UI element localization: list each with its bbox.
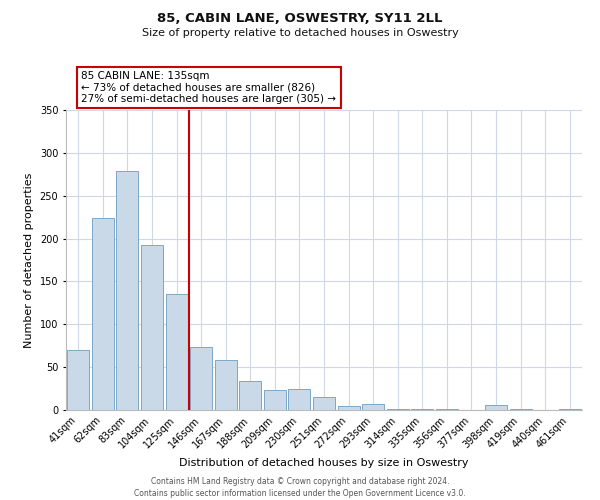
Bar xyxy=(485,405,507,410)
Bar xyxy=(362,404,384,410)
Bar xyxy=(436,409,458,410)
Bar xyxy=(116,171,139,410)
Bar xyxy=(313,397,335,410)
Bar xyxy=(338,406,359,410)
Bar xyxy=(190,348,212,410)
X-axis label: Distribution of detached houses by size in Oswestry: Distribution of detached houses by size … xyxy=(179,458,469,468)
Bar xyxy=(411,409,433,410)
Text: Size of property relative to detached houses in Oswestry: Size of property relative to detached ho… xyxy=(142,28,458,38)
Bar xyxy=(559,409,581,410)
Bar xyxy=(215,360,237,410)
Bar xyxy=(239,381,262,410)
Text: Contains public sector information licensed under the Open Government Licence v3: Contains public sector information licen… xyxy=(134,489,466,498)
Bar xyxy=(264,390,286,410)
Bar xyxy=(289,388,310,410)
Y-axis label: Number of detached properties: Number of detached properties xyxy=(24,172,34,348)
Text: 85, CABIN LANE, OSWESTRY, SY11 2LL: 85, CABIN LANE, OSWESTRY, SY11 2LL xyxy=(157,12,443,26)
Bar xyxy=(67,350,89,410)
Text: 85 CABIN LANE: 135sqm
← 73% of detached houses are smaller (826)
27% of semi-det: 85 CABIN LANE: 135sqm ← 73% of detached … xyxy=(82,71,337,104)
Bar xyxy=(141,244,163,410)
Bar xyxy=(166,294,188,410)
Bar xyxy=(92,218,114,410)
Bar xyxy=(386,409,409,410)
Text: Contains HM Land Registry data © Crown copyright and database right 2024.: Contains HM Land Registry data © Crown c… xyxy=(151,478,449,486)
Bar xyxy=(509,409,532,410)
